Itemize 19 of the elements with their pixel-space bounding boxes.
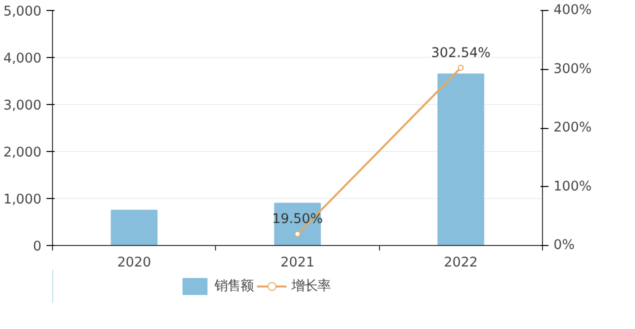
- y-tick-label: 2,000: [3, 146, 42, 160]
- y2-tick-label: 200%: [554, 120, 592, 136]
- bar: [110, 210, 158, 246]
- bar: [437, 73, 484, 246]
- legend-label: 销售额: [214, 278, 254, 295]
- x-tick-label: 2021: [280, 256, 314, 270]
- data-label: 302.54%: [431, 46, 490, 61]
- y-tick-label: 1,000: [3, 192, 42, 208]
- y-tick-label: 4,000: [3, 52, 42, 66]
- y2-tick-label: 400%: [554, 3, 592, 18]
- y2-tick-label: 300%: [554, 62, 592, 77]
- x-tick-label: 2022: [444, 256, 478, 270]
- y-tick-label: 3,000: [3, 98, 42, 114]
- y2-tick-label: 0%: [554, 238, 575, 253]
- legend-label: 增长率: [291, 278, 330, 295]
- y-tick-label: 5,000: [3, 4, 42, 20]
- y-tick-label: 0: [33, 240, 42, 254]
- y2-tick-label: 100%: [554, 179, 592, 194]
- x-tick-label: 2020: [117, 256, 152, 270]
